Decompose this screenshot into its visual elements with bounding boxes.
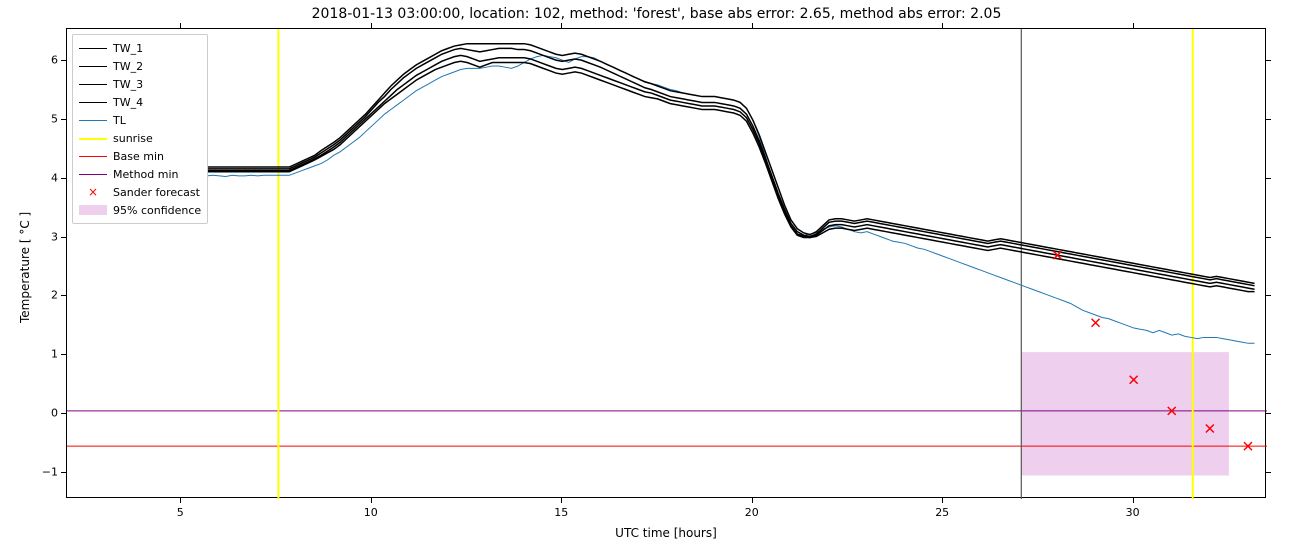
y-tick-mark <box>61 119 66 120</box>
legend-label: TW_3 <box>113 78 143 91</box>
legend-label: Method min <box>113 168 179 181</box>
x-tick-mark <box>1133 23 1134 28</box>
y-tick-mark <box>1266 354 1271 355</box>
y-tick-label: 1 <box>38 348 58 361</box>
x-tick-label: 5 <box>177 506 184 519</box>
y-tick-mark <box>61 60 66 61</box>
y-axis-label: Temperature [ °C ] <box>18 212 32 323</box>
legend-label: Base min <box>113 150 164 163</box>
y-tick-label: 6 <box>38 54 58 67</box>
y-tick-label: 0 <box>38 406 58 419</box>
y-tick-mark <box>61 354 66 355</box>
legend-swatch <box>79 41 107 55</box>
x-tick-mark <box>752 498 753 503</box>
y-tick-label: 2 <box>38 289 58 302</box>
legend-item: TW_2 <box>79 57 201 75</box>
y-tick-label: 3 <box>38 230 58 243</box>
x-tick-mark <box>1133 498 1134 503</box>
x-tick-label: 15 <box>554 506 568 519</box>
legend-swatch <box>79 59 107 73</box>
x-axis-label: UTC time [hours] <box>66 526 1266 540</box>
x-tick-mark <box>371 498 372 503</box>
y-tick-mark <box>1266 237 1271 238</box>
y-tick-mark <box>1266 472 1271 473</box>
legend: TW_1 TW_2 TW_3 TW_4 TL sunrise Base min Method … <box>72 34 208 224</box>
y-tick-mark <box>61 237 66 238</box>
legend-item: Method min <box>79 165 201 183</box>
legend-item: 95% confidence <box>79 201 201 219</box>
legend-item: TW_4 <box>79 93 201 111</box>
legend-swatch <box>79 149 107 163</box>
x-tick-mark <box>371 23 372 28</box>
chart-root: 2018-01-13 03:00:00, location: 102, meth… <box>0 0 1313 547</box>
x-tick-label: 30 <box>1126 506 1140 519</box>
x-tick-mark <box>180 23 181 28</box>
x-tick-mark <box>561 23 562 28</box>
x-tick-mark <box>942 498 943 503</box>
legend-label: TW_1 <box>113 42 143 55</box>
legend-swatch: × <box>79 185 107 199</box>
legend-label: Sander forecast <box>113 186 200 199</box>
y-tick-mark <box>1266 60 1271 61</box>
x-tick-mark <box>752 23 753 28</box>
y-tick-mark <box>61 295 66 296</box>
legend-item: TL <box>79 111 201 129</box>
x-tick-mark <box>180 498 181 503</box>
y-tick-mark <box>1266 413 1271 414</box>
legend-swatch <box>79 203 107 217</box>
legend-swatch <box>79 95 107 109</box>
legend-label: TW_2 <box>113 60 143 73</box>
y-tick-mark <box>61 413 66 414</box>
plot-svg <box>67 29 1267 499</box>
legend-label: TW_4 <box>113 96 143 109</box>
y-tick-mark <box>1266 295 1271 296</box>
y-tick-label: 5 <box>38 113 58 126</box>
legend-item: Base min <box>79 147 201 165</box>
x-tick-label: 10 <box>364 506 378 519</box>
y-tick-mark <box>61 472 66 473</box>
legend-item: TW_1 <box>79 39 201 57</box>
legend-item: × Sander forecast <box>79 183 201 201</box>
y-tick-mark <box>1266 178 1271 179</box>
y-tick-mark <box>61 178 66 179</box>
legend-swatch <box>79 77 107 91</box>
x-tick-label: 25 <box>935 506 949 519</box>
legend-item: TW_3 <box>79 75 201 93</box>
legend-swatch <box>79 131 107 145</box>
legend-label: TL <box>113 114 126 127</box>
y-tick-label: 4 <box>38 171 58 184</box>
x-tick-mark <box>942 23 943 28</box>
plot-area <box>66 28 1266 498</box>
legend-label: sunrise <box>113 132 153 145</box>
y-tick-label: −1 <box>38 465 58 478</box>
legend-swatch <box>79 167 107 181</box>
legend-swatch <box>79 113 107 127</box>
confidence-box <box>1021 352 1229 475</box>
legend-item: sunrise <box>79 129 201 147</box>
legend-label: 95% confidence <box>113 204 201 217</box>
x-tick-mark <box>561 498 562 503</box>
y-tick-mark <box>1266 119 1271 120</box>
chart-title: 2018-01-13 03:00:00, location: 102, meth… <box>0 6 1313 22</box>
x-tick-label: 20 <box>745 506 759 519</box>
